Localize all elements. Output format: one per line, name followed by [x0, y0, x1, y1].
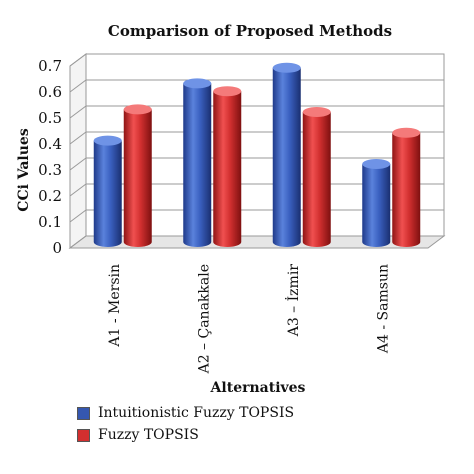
- bar-top: [93, 135, 122, 146]
- legend-item-intuitionistic: Intuitionistic Fuzzy TOPSIS: [77, 402, 294, 424]
- bar-body: [213, 91, 242, 247]
- legend-item-fuzzy: Fuzzy TOPSIS: [77, 424, 294, 446]
- bar-fuzzy-3: [392, 127, 421, 247]
- bar-intuitionistic-0: [93, 135, 122, 247]
- bar-top: [123, 104, 152, 115]
- y-axis-ticks: 0 0.1 0.2 0.3 0.4 0.5 0.6 0.7: [38, 57, 62, 257]
- bar-body: [392, 132, 421, 247]
- bars: [93, 62, 421, 248]
- x-tick-label: A4 - Samsun: [375, 264, 391, 354]
- legend-swatch-blue: [77, 406, 90, 420]
- x-tick-label: A2 – Çanakkale: [196, 264, 212, 374]
- bar-body: [93, 140, 122, 247]
- bar-top: [362, 159, 391, 169]
- x-axis-categories: A1 - Mersin A2 – Çanakkale A3 – İzmir A4 - …: [107, 264, 392, 375]
- legend-swatch-red: [77, 428, 90, 442]
- bar-top: [272, 62, 301, 73]
- x-axis-label: Alternatives: [210, 380, 306, 396]
- bar-body: [272, 67, 301, 247]
- side-wall: [69, 53, 87, 249]
- bar-top: [302, 107, 331, 117]
- bar-fuzzy-0: [123, 104, 152, 248]
- y-axis-label: CCi Values: [16, 128, 32, 212]
- bar-intuitionistic-3: [362, 159, 391, 247]
- bar-body: [362, 164, 391, 247]
- y-tick-label: 0.3: [38, 161, 62, 179]
- y-tick-label: 0.4: [38, 135, 62, 153]
- bar-top: [392, 127, 421, 138]
- bar-fuzzy-2: [302, 107, 331, 247]
- bar-body: [302, 112, 331, 247]
- bar-intuitionistic-2: [272, 62, 301, 247]
- plot-frame: [68, 53, 446, 249]
- bar-body: [183, 83, 212, 248]
- y-tick-label: 0.6: [38, 83, 62, 101]
- y-tick-label: 0.1: [38, 213, 62, 231]
- y-tick-label: 0.2: [38, 187, 62, 205]
- bar-top: [183, 78, 212, 89]
- y-tick-label: 0.5: [38, 109, 62, 127]
- legend-label: Fuzzy TOPSIS: [98, 427, 199, 443]
- x-tick-label: A3 – İzmir: [284, 264, 302, 338]
- y-tick-label: 0: [52, 239, 62, 257]
- legend-label: Intuitionistic Fuzzy TOPSIS: [98, 405, 295, 421]
- y-tick-label: 0.7: [38, 57, 62, 75]
- bar-fuzzy-1: [213, 86, 242, 247]
- gridline: [69, 53, 444, 67]
- bar-body: [123, 109, 152, 248]
- bar-top: [213, 86, 242, 97]
- gridline: [69, 105, 444, 119]
- chart-title: Comparison of Proposed Methods: [108, 22, 392, 40]
- bar-intuitionistic-1: [183, 78, 212, 248]
- x-tick-label: A1 - Mersin: [107, 264, 123, 348]
- gridline: [69, 79, 444, 93]
- legend: Intuitionistic Fuzzy TOPSIS Fuzzy TOPSIS: [77, 402, 294, 446]
